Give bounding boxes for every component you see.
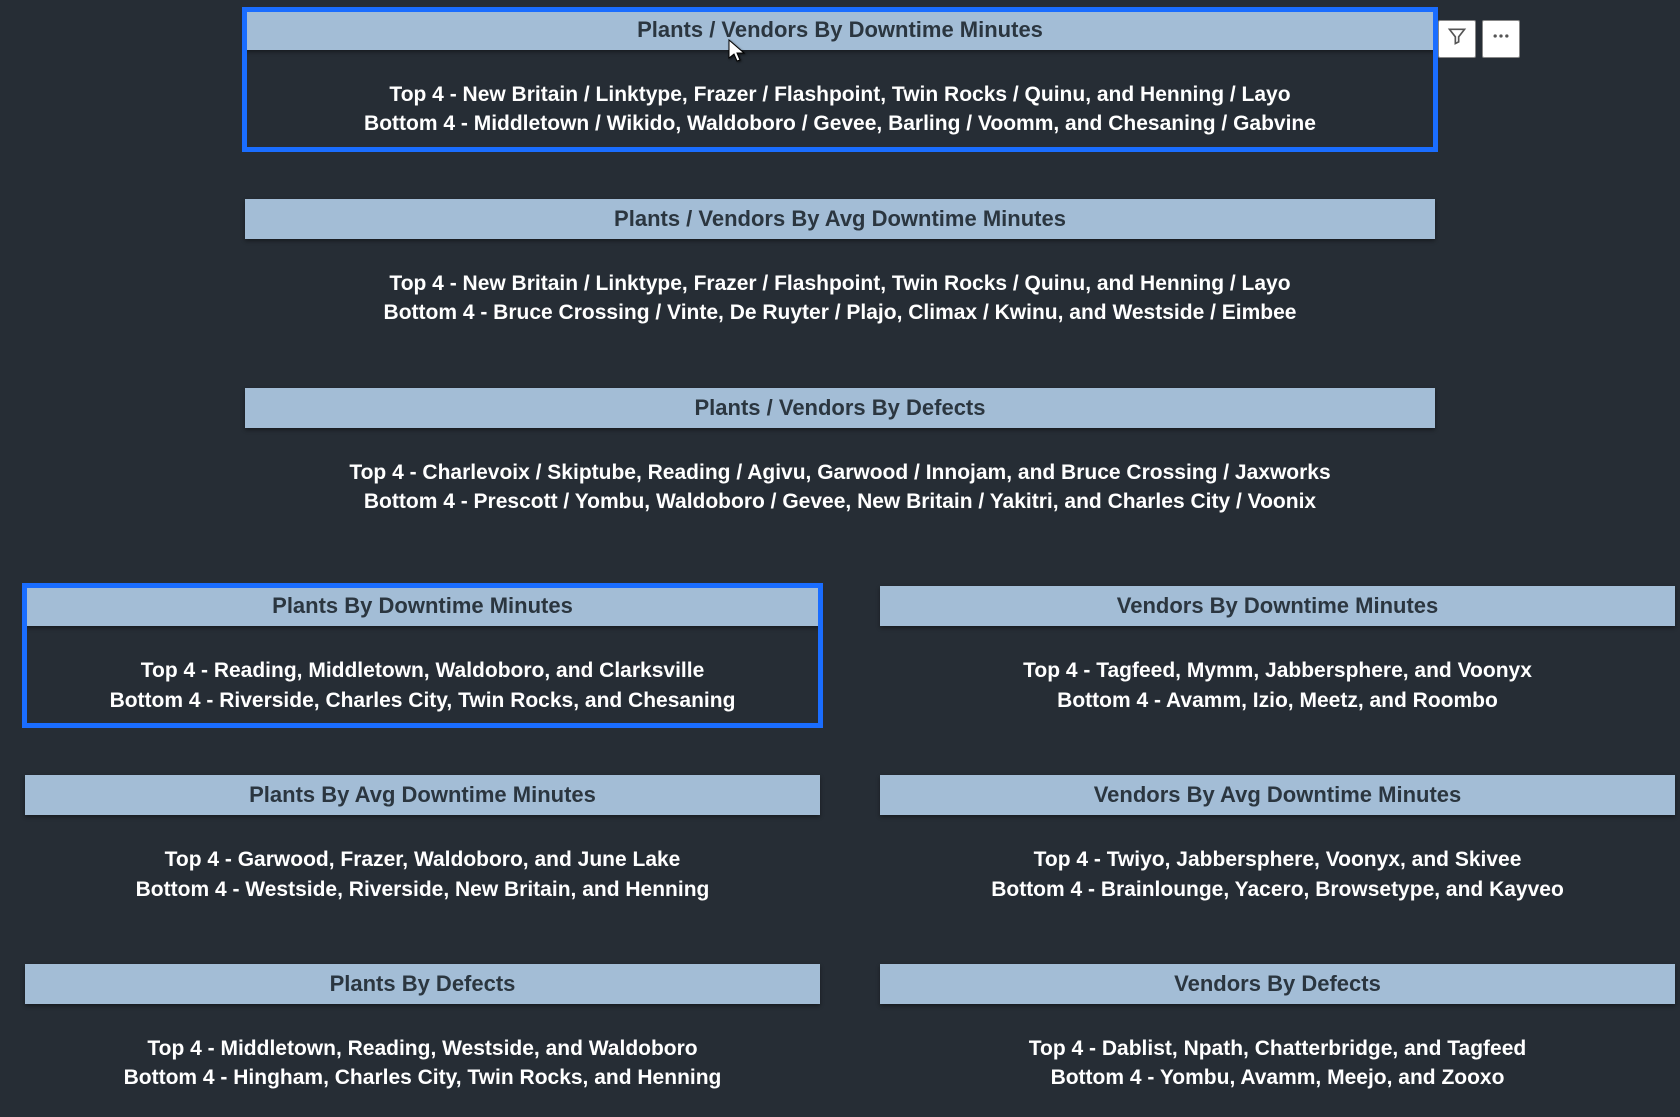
top-section: Plants / Vendors By Downtime Minutes Top… [10,10,1670,526]
bottom-section: Plants By Downtime Minutes Top 4 - Readi… [10,586,1670,1102]
card-header: Vendors By Avg Downtime Minutes [880,775,1675,815]
card-plants-vendors-downtime[interactable]: Plants / Vendors By Downtime Minutes Top… [245,10,1435,149]
visual-hover-toolbar [1438,20,1520,58]
card-vendors-defects[interactable]: Vendors By Defects Top 4 - Dablist, Npat… [880,964,1675,1103]
card-plants-downtime[interactable]: Plants By Downtime Minutes Top 4 - Readi… [25,586,820,725]
card-header: Plants / Vendors By Downtime Minutes [245,10,1435,50]
filter-button[interactable] [1438,20,1476,58]
bottom4-line: Bottom 4 - Middletown / Wikido, Waldobor… [255,109,1425,138]
card-body: Top 4 - New Britain / Linktype, Frazer /… [245,50,1435,149]
bottom4-line: Bottom 4 - Riverside, Charles City, Twin… [35,686,810,715]
card-header: Plants By Defects [25,964,820,1004]
bottom4-line: Bottom 4 - Yombu, Avamm, Meejo, and Zoox… [890,1063,1665,1092]
card-header: Vendors By Defects [880,964,1675,1004]
card-header: Plants / Vendors By Defects [245,388,1435,428]
more-options-button[interactable] [1482,20,1520,58]
bottom4-line: Bottom 4 - Avamm, Izio, Meetz, and Roomb… [890,686,1665,715]
top4-line: Top 4 - New Britain / Linktype, Frazer /… [255,80,1425,109]
top4-line: Top 4 - Tagfeed, Mymm, Jabbersphere, and… [890,656,1665,685]
card-body: Top 4 - Twiyo, Jabbersphere, Voonyx, and… [880,815,1675,914]
bottom4-line: Bottom 4 - Bruce Crossing / Vinte, De Ru… [255,298,1425,327]
card-body: Top 4 - Garwood, Frazer, Waldoboro, and … [25,815,820,914]
filter-icon [1447,26,1467,52]
card-body: Top 4 - Dablist, Npath, Chatterbridge, a… [880,1004,1675,1103]
card-body: Top 4 - Middletown, Reading, Westside, a… [25,1004,820,1103]
top4-line: Top 4 - Reading, Middletown, Waldoboro, … [35,656,810,685]
card-plants-vendors-avg-downtime[interactable]: Plants / Vendors By Avg Downtime Minutes… [245,199,1435,338]
card-vendors-avg-downtime[interactable]: Vendors By Avg Downtime Minutes Top 4 - … [880,775,1675,914]
bottom4-line: Bottom 4 - Westside, Riverside, New Brit… [35,875,810,904]
top4-line: Top 4 - Middletown, Reading, Westside, a… [35,1034,810,1063]
card-plants-vendors-defects[interactable]: Plants / Vendors By Defects Top 4 - Char… [245,388,1435,527]
card-body: Top 4 - Charlevoix / Skiptube, Reading /… [245,428,1435,527]
ellipsis-icon [1491,26,1511,52]
card-body: Top 4 - Tagfeed, Mymm, Jabbersphere, and… [880,626,1675,725]
card-body: Top 4 - New Britain / Linktype, Frazer /… [245,239,1435,338]
card-header: Vendors By Downtime Minutes [880,586,1675,626]
card-header: Plants By Avg Downtime Minutes [25,775,820,815]
dashboard-container: Plants / Vendors By Downtime Minutes Top… [10,10,1670,1107]
card-plants-defects[interactable]: Plants By Defects Top 4 - Middletown, Re… [25,964,820,1103]
card-body: Top 4 - Reading, Middletown, Waldoboro, … [25,626,820,725]
card-header: Plants By Downtime Minutes [25,586,820,626]
bottom4-line: Bottom 4 - Hingham, Charles City, Twin R… [35,1063,810,1092]
top4-line: Top 4 - Charlevoix / Skiptube, Reading /… [255,458,1425,487]
card-header: Plants / Vendors By Avg Downtime Minutes [245,199,1435,239]
top4-line: Top 4 - Dablist, Npath, Chatterbridge, a… [890,1034,1665,1063]
bottom4-line: Bottom 4 - Prescott / Yombu, Waldoboro /… [255,487,1425,516]
bottom4-line: Bottom 4 - Brainlounge, Yacero, Browsety… [890,875,1665,904]
card-plants-avg-downtime[interactable]: Plants By Avg Downtime Minutes Top 4 - G… [25,775,820,914]
top4-line: Top 4 - Garwood, Frazer, Waldoboro, and … [35,845,810,874]
top4-line: Top 4 - New Britain / Linktype, Frazer /… [255,269,1425,298]
card-vendors-downtime[interactable]: Vendors By Downtime Minutes Top 4 - Tagf… [880,586,1675,725]
top4-line: Top 4 - Twiyo, Jabbersphere, Voonyx, and… [890,845,1665,874]
